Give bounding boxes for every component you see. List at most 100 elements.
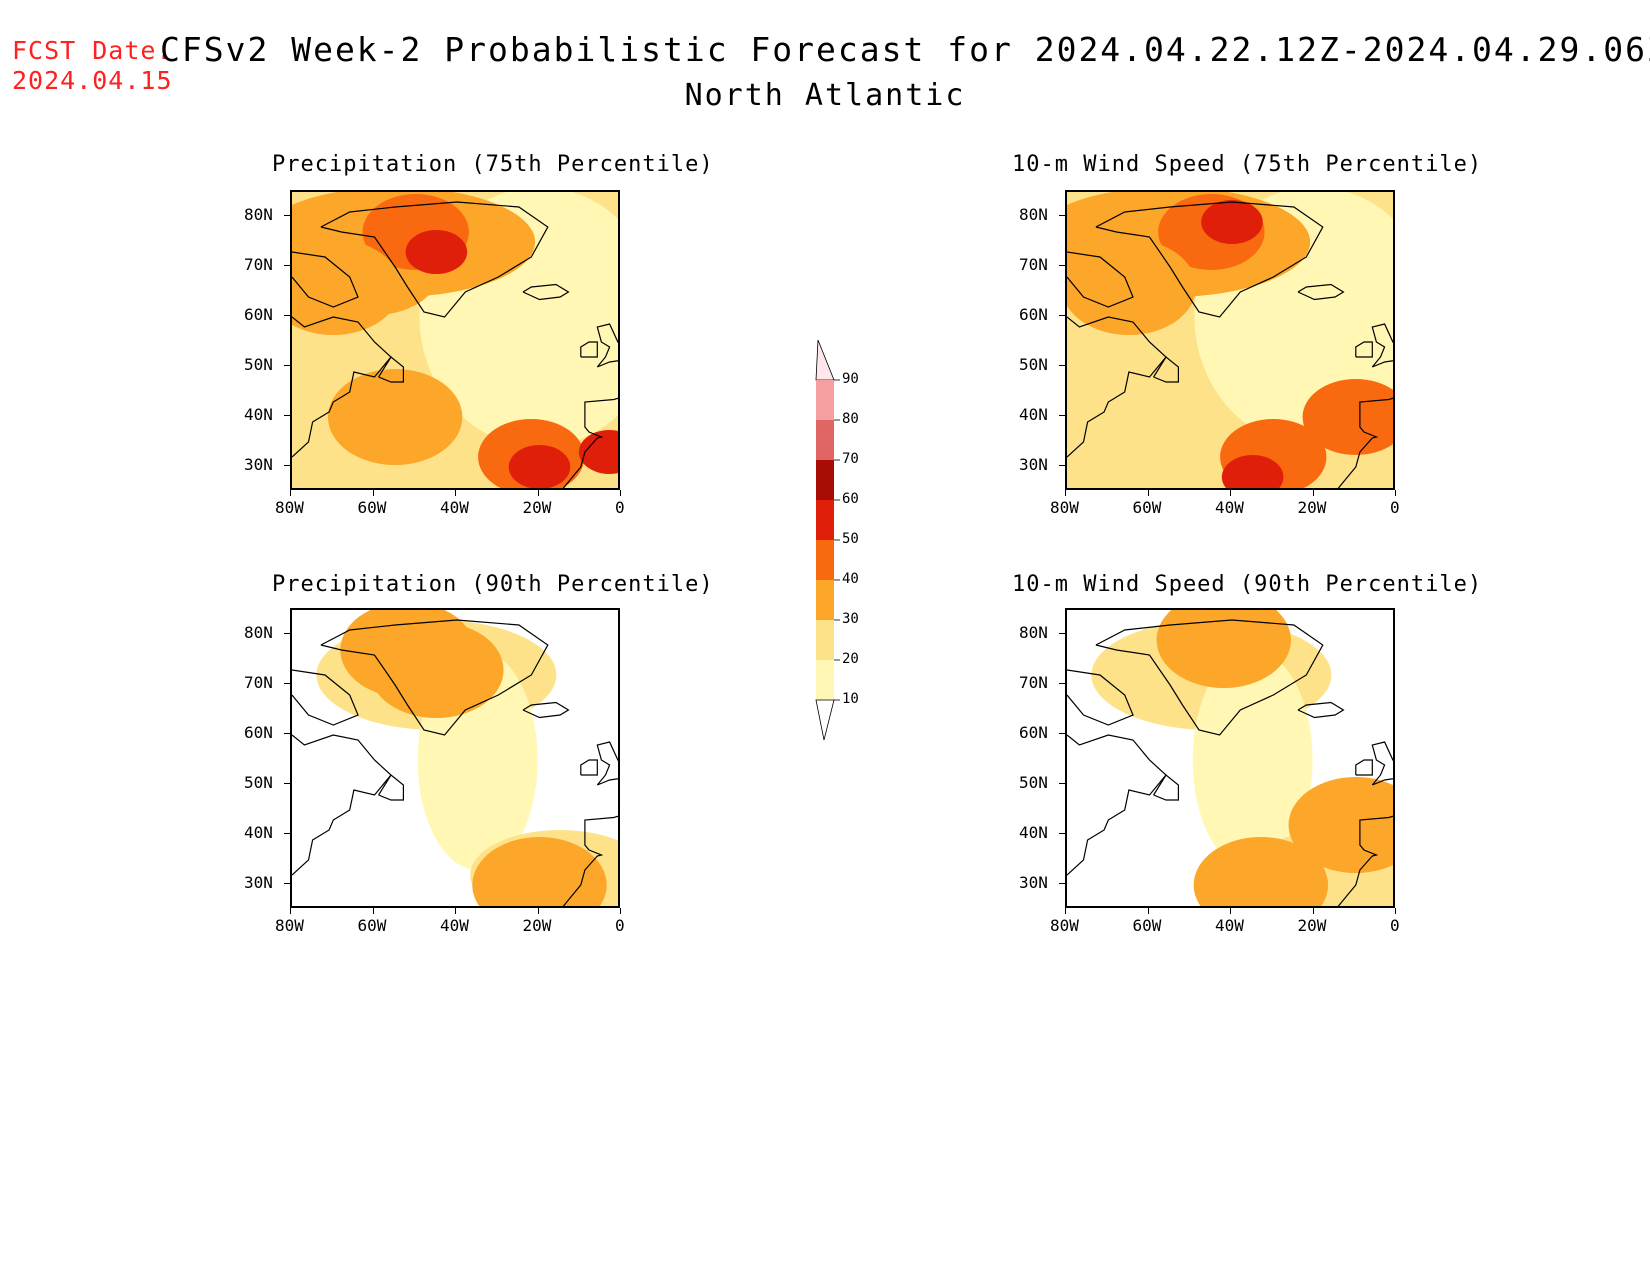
forecast-date-value: 2024.04.15 xyxy=(12,66,173,95)
lon-tick-mark xyxy=(1230,908,1231,914)
coastline xyxy=(1337,815,1393,906)
probability-map xyxy=(1067,610,1393,906)
lat-tick-label: 30N xyxy=(244,873,273,892)
coastline xyxy=(1067,669,1134,726)
colorbar-label: 40 xyxy=(842,571,859,587)
lat-tick-label: 70N xyxy=(244,255,273,274)
lat-tick-mark xyxy=(284,633,290,634)
lat-tick-mark xyxy=(1059,683,1065,684)
lat-tick-label: 70N xyxy=(1019,255,1048,274)
colorbar-segment xyxy=(816,460,834,500)
coastline xyxy=(378,356,405,383)
lat-tick-mark xyxy=(1059,315,1065,316)
lon-tick-mark xyxy=(1230,490,1231,496)
probability-map xyxy=(292,192,618,488)
lon-tick-mark xyxy=(455,490,456,496)
probability-hotspot xyxy=(327,369,463,465)
map-panel xyxy=(1065,190,1395,490)
lat-tick-mark xyxy=(284,883,290,884)
coastline xyxy=(292,669,359,726)
lon-tick-label: 60W xyxy=(357,916,387,935)
colorbar-segment xyxy=(816,660,834,700)
lat-tick-mark xyxy=(284,465,290,466)
lat-tick-mark xyxy=(284,315,290,316)
lon-tick-label: 60W xyxy=(357,498,387,517)
colorbar-segment xyxy=(816,420,834,460)
lon-tick-label: 20W xyxy=(1297,498,1327,517)
lon-tick-mark xyxy=(290,908,291,914)
colorbar-label: 70 xyxy=(842,451,859,467)
coastline xyxy=(1095,201,1324,318)
probability-hotspot xyxy=(1221,455,1284,488)
lon-tick-label: 80W xyxy=(1050,498,1079,517)
map-panel xyxy=(290,190,620,490)
lon-tick-label: 40W xyxy=(1215,498,1244,517)
lat-tick-mark xyxy=(284,215,290,216)
lat-tick-label: 60N xyxy=(244,305,273,324)
lon-tick-label: 60W xyxy=(1132,498,1162,517)
panel-title: Precipitation (75th Percentile) xyxy=(272,152,714,177)
colorbar-segment xyxy=(816,500,834,540)
probability-hotspot xyxy=(1302,379,1393,455)
lat-tick-label: 80N xyxy=(1019,623,1048,642)
lat-tick-label: 80N xyxy=(244,623,273,642)
lat-tick-mark xyxy=(284,415,290,416)
lat-tick-label: 40N xyxy=(244,823,273,842)
lat-tick-label: 70N xyxy=(244,673,273,692)
probability-hotspot xyxy=(1288,777,1393,873)
lat-tick-mark xyxy=(284,733,290,734)
lon-tick-label: 60W xyxy=(1132,916,1162,935)
lon-tick-mark xyxy=(1147,908,1149,914)
colorbar: 90 80 70 60 50 40 30 20 10 xyxy=(800,330,880,750)
probability-hotspot xyxy=(472,837,607,906)
lat-tick-label: 40N xyxy=(1019,823,1048,842)
colorbar-graphic xyxy=(815,339,840,741)
lon-tick-label: 80W xyxy=(275,916,304,935)
probability-hotspot xyxy=(508,445,571,488)
probability-hotspot xyxy=(369,622,504,718)
lat-tick-mark xyxy=(284,365,290,366)
panel-title: 10-m Wind Speed (75th Percentile) xyxy=(1012,152,1483,177)
coastline xyxy=(1337,397,1393,488)
probability-zone xyxy=(1192,650,1313,870)
coastline xyxy=(1355,759,1373,776)
lon-tick-mark xyxy=(290,490,291,496)
probability-hotspot xyxy=(1193,837,1329,906)
lon-tick-mark xyxy=(455,908,456,914)
lon-tick-mark xyxy=(372,490,374,496)
colorbar-segment xyxy=(816,380,834,420)
map-panel xyxy=(1065,608,1395,908)
lat-tick-mark xyxy=(1059,733,1065,734)
lon-tick-mark xyxy=(620,908,621,914)
probability-hotspot xyxy=(1067,239,1197,335)
coastline xyxy=(562,397,618,488)
lon-tick-label: 40W xyxy=(440,498,469,517)
lat-tick-mark xyxy=(1059,833,1065,834)
lon-tick-mark xyxy=(1147,490,1149,496)
forecast-date-label: FCST Date: xyxy=(12,36,173,65)
lon-tick-label: 20W xyxy=(522,916,552,935)
lat-tick-label: 50N xyxy=(1019,773,1048,792)
lat-tick-mark xyxy=(1059,633,1065,634)
lon-tick-mark xyxy=(1065,490,1066,496)
map-panel xyxy=(290,608,620,908)
lat-tick-label: 60N xyxy=(1019,305,1048,324)
coastline xyxy=(320,619,549,736)
colorbar-bottom-extension xyxy=(815,699,835,741)
coastline xyxy=(1153,774,1180,801)
coastline xyxy=(1297,283,1345,301)
coastline xyxy=(292,316,392,458)
coastline xyxy=(596,323,618,368)
lat-tick-label: 30N xyxy=(244,455,273,474)
panel-title: Precipitation (90th Percentile) xyxy=(272,572,714,597)
lat-tick-mark xyxy=(284,683,290,684)
coastline xyxy=(1095,619,1324,736)
coastline xyxy=(1297,701,1345,719)
lat-tick-mark xyxy=(1059,365,1065,366)
lat-tick-label: 30N xyxy=(1019,455,1048,474)
lon-tick-label: 40W xyxy=(440,916,469,935)
lat-tick-mark xyxy=(1059,783,1065,784)
colorbar-label: 20 xyxy=(842,651,859,667)
colorbar-segment xyxy=(816,620,834,660)
coastline xyxy=(292,734,392,876)
